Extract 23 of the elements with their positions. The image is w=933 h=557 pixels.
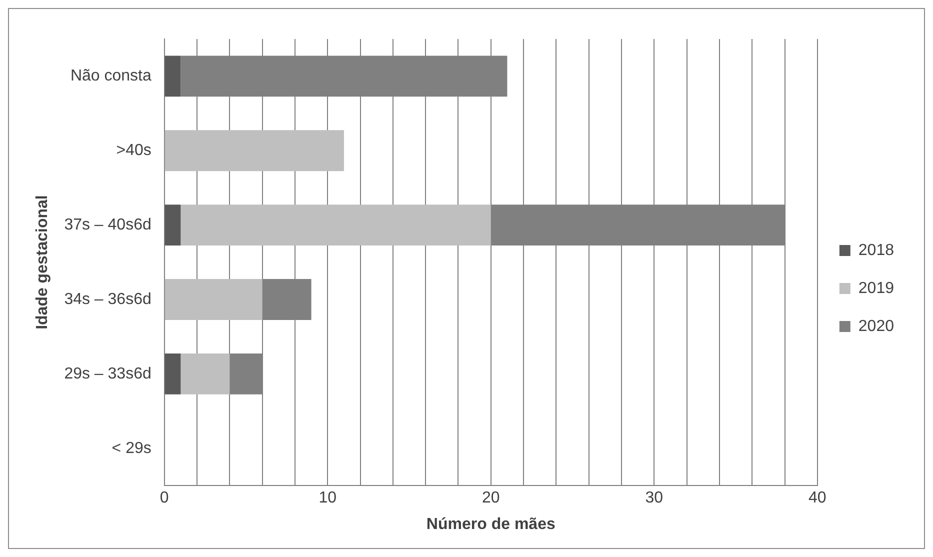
bar	[180, 353, 230, 394]
x-tick-label: 20	[482, 490, 500, 507]
y-tick-label: 29s – 33s6d	[64, 365, 152, 382]
bar	[164, 204, 181, 246]
legend-label: 2018	[858, 242, 894, 259]
x-axis-title: Número de mães	[426, 516, 556, 533]
y-tick-label: < 29s	[112, 440, 152, 457]
y-tick-label: 37s – 40s6d	[64, 216, 152, 234]
y-tick-label: 34s – 36s6d	[64, 290, 152, 308]
bar	[164, 279, 262, 320]
legend-label: 2019	[858, 280, 894, 297]
bar	[180, 204, 491, 246]
bar	[164, 130, 344, 172]
y-axis-title: Idade gestacional	[34, 195, 52, 330]
y-tick-label: Não consta	[70, 68, 152, 85]
x-tick-label: 30	[645, 490, 664, 507]
x-tick-label: 10	[318, 490, 337, 507]
bar	[164, 56, 181, 97]
x-tick-label: 40	[808, 490, 826, 507]
bar	[164, 353, 181, 394]
legend-label: 2020	[858, 318, 894, 335]
y-tick-label: >40s	[116, 142, 152, 160]
x-tick-label: 0	[160, 490, 169, 507]
